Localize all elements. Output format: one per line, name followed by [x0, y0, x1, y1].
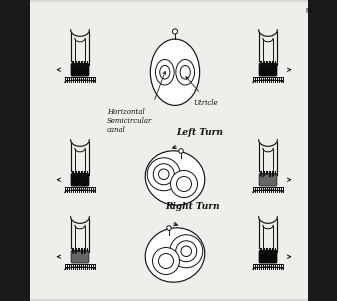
Ellipse shape	[150, 39, 200, 105]
Circle shape	[173, 29, 178, 34]
FancyBboxPatch shape	[259, 174, 277, 186]
Circle shape	[181, 246, 191, 256]
Ellipse shape	[180, 65, 190, 79]
Circle shape	[179, 149, 183, 153]
Text: Right Turn: Right Turn	[165, 202, 219, 211]
FancyBboxPatch shape	[71, 64, 89, 76]
Text: Horizontal
Semicircular
canal: Horizontal Semicircular canal	[107, 108, 152, 135]
Text: Utricle: Utricle	[193, 99, 218, 107]
Circle shape	[158, 253, 174, 268]
Ellipse shape	[176, 60, 194, 85]
FancyBboxPatch shape	[28, 2, 310, 299]
FancyBboxPatch shape	[71, 251, 89, 263]
Circle shape	[167, 226, 171, 230]
FancyBboxPatch shape	[0, 0, 30, 301]
Circle shape	[170, 235, 203, 268]
Circle shape	[147, 158, 180, 191]
Ellipse shape	[155, 60, 174, 85]
Circle shape	[158, 169, 169, 179]
Circle shape	[153, 164, 174, 185]
FancyBboxPatch shape	[259, 251, 277, 263]
Ellipse shape	[145, 228, 205, 282]
FancyBboxPatch shape	[259, 64, 277, 76]
Ellipse shape	[160, 65, 170, 79]
Circle shape	[171, 170, 197, 197]
FancyBboxPatch shape	[71, 174, 89, 186]
Circle shape	[176, 241, 197, 262]
Circle shape	[153, 247, 180, 275]
FancyBboxPatch shape	[308, 0, 337, 301]
Text: Left Turn: Left Turn	[177, 128, 223, 137]
Text: Ri: Ri	[305, 8, 312, 14]
Circle shape	[177, 176, 191, 191]
Ellipse shape	[145, 151, 205, 205]
